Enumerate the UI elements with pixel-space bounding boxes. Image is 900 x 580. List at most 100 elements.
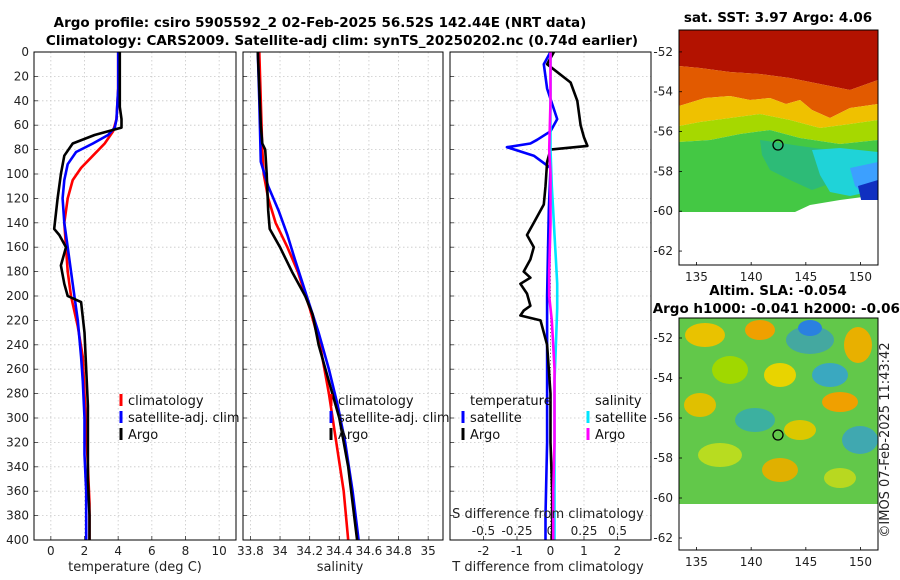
depth-tick-label-80: 80 xyxy=(14,143,29,157)
depth-tick-label-340: 340 xyxy=(6,460,29,474)
map-x-tick-label-140: 140 xyxy=(740,555,763,569)
legend-title-salinity: salinity xyxy=(595,394,642,409)
imos-watermark: ©IMOS 07-Feb-2025 11:43:42 xyxy=(878,342,893,537)
x-tick-label-0: 0 xyxy=(547,544,555,558)
salinity-xlabel: salinity xyxy=(317,560,364,575)
map-y-tick-label--60: -60 xyxy=(653,204,673,218)
difference-top-label: S difference from climatology xyxy=(452,507,644,522)
depth-tick-label-360: 360 xyxy=(6,484,29,498)
salinity-legend: climatology satellite-adj. clim Argo xyxy=(329,394,450,443)
temperature-xlabel: temperature (deg C) xyxy=(68,560,202,575)
depth-tick-label-180: 180 xyxy=(6,265,29,279)
sst-map-title: sat. SST: 3.97 Argo: 4.06 xyxy=(684,10,872,26)
series-line-temperature-satellite xyxy=(505,51,559,540)
plot-frame xyxy=(242,51,444,541)
difference-panel: -2 -1 0 1 2 -0.5 -0.25 0 0.25 0.5 xyxy=(449,51,652,558)
top-tick-label--0-5: -0.5 xyxy=(472,524,495,538)
sla-map-axes: 135 140 145 150 -52 -54 -56 -58 -60 -62 xyxy=(653,331,872,569)
sst-map-axes: 135 140 145 150 -52 -54 -56 -58 -60 -62 xyxy=(653,45,872,284)
depth-tick-label-60: 60 xyxy=(14,118,29,132)
x-tick-label-6: 6 xyxy=(148,544,156,558)
depth-tick-label-140: 140 xyxy=(6,216,29,230)
depth-tick-label-400: 400 xyxy=(6,533,29,547)
difference-xlabel: T difference from climatology xyxy=(451,560,644,575)
sla-map-image xyxy=(679,318,878,550)
depth-tick-label-200: 200 xyxy=(6,289,29,303)
top-tick-label-0: 0 xyxy=(547,524,555,538)
series-line-argo xyxy=(52,52,123,540)
legend-label-s-satellite: satellite xyxy=(595,411,647,426)
map-y-tick-label--62: -62 xyxy=(653,531,673,545)
x-tick-label-0: 0 xyxy=(47,544,55,558)
map-x-tick-label-150: 150 xyxy=(849,555,872,569)
map-y-tick-label--52: -52 xyxy=(653,331,673,345)
x-tick-label--1: -1 xyxy=(511,544,523,558)
temperature-panel: 0 2 4 6 8 10020406080100120140160180200220240… xyxy=(6,45,237,558)
x-tick-label-33-8: 33.8 xyxy=(237,544,264,558)
sst-argo-location-marker xyxy=(772,139,784,151)
map-y-tick-label--58: -58 xyxy=(653,164,673,178)
top-tick-label-0-5: 0.5 xyxy=(608,524,627,538)
x-tick-label-34-4: 34.4 xyxy=(326,544,353,558)
depth-tick-label-0: 0 xyxy=(21,45,29,59)
x-tick-label-35: 35 xyxy=(421,544,436,558)
map-x-tick-label-140: 140 xyxy=(740,270,763,284)
map-x-tick-label-135: 135 xyxy=(685,555,708,569)
depth-tick-label-260: 260 xyxy=(6,362,29,376)
map-y-tick-label--54: -54 xyxy=(653,371,673,385)
sla-map-title: Altim. SLA: -0.054 xyxy=(709,283,846,299)
sla-map-frame xyxy=(678,317,879,551)
depth-tick-label-100: 100 xyxy=(6,167,29,181)
depth-tick-label-160: 160 xyxy=(6,240,29,254)
depth-tick-label-40: 40 xyxy=(14,94,29,108)
legend-label-climatology: climatology xyxy=(338,394,414,409)
legend-label-argo: Argo xyxy=(338,428,368,443)
depth-tick-label-380: 380 xyxy=(6,509,29,523)
series-line-salinity-argo xyxy=(547,52,556,540)
legend-title-temperature: temperature xyxy=(470,394,552,409)
depth-tick-label-220: 220 xyxy=(6,313,29,327)
top-tick-label-0-25: 0.25 xyxy=(571,524,598,538)
depth-tick-label-320: 320 xyxy=(6,435,29,449)
figure-title-line2: Climatology: CARS2009. Satellite-adj cli… xyxy=(46,33,638,49)
salinity-panel: 33.8 34 34.2 34.4 34.6 34.8 35 xyxy=(237,51,444,558)
plot-frame xyxy=(33,51,237,541)
map-y-tick-label--52: -52 xyxy=(653,45,673,59)
figure-title-line1: Argo profile: csiro 5905592_2 02-Feb-202… xyxy=(54,15,587,31)
difference-legend: temperature satellite Argo salinity sate… xyxy=(461,394,647,443)
x-tick-label-8: 8 xyxy=(182,544,190,558)
x-tick-label-34: 34 xyxy=(272,544,287,558)
map-x-tick-label-145: 145 xyxy=(794,555,817,569)
depth-tick-label-20: 20 xyxy=(14,69,29,83)
series-line-climatology xyxy=(258,51,350,541)
series-line-satellite-adj-clim xyxy=(256,51,360,541)
legend-label-s-argo: Argo xyxy=(595,428,625,443)
legend-label-satellite: satellite-adj. clim xyxy=(128,411,240,426)
legend-label-t-satellite: satellite xyxy=(470,411,522,426)
map-y-tick-label--56: -56 xyxy=(653,411,673,425)
map-y-tick-label--62: -62 xyxy=(653,244,673,258)
sst-map-frame xyxy=(678,29,879,266)
map-y-tick-label--60: -60 xyxy=(653,491,673,505)
x-tick-label-4: 4 xyxy=(114,544,122,558)
plot-frame xyxy=(449,51,652,541)
depth-tick-label-240: 240 xyxy=(6,338,29,352)
x-tick-label-34-6: 34.6 xyxy=(356,544,383,558)
legend-label-t-argo: Argo xyxy=(470,428,500,443)
depth-tick-label-120: 120 xyxy=(6,191,29,205)
x-tick-label-10: 10 xyxy=(212,544,227,558)
map-x-tick-label-135: 135 xyxy=(685,270,708,284)
top-tick-label--0-25: -0.25 xyxy=(501,524,532,538)
legend-label-argo: Argo xyxy=(128,428,158,443)
temperature-legend: climatology satellite-adj. clim Argo xyxy=(119,394,240,443)
x-tick-label-2: 2 xyxy=(81,544,89,558)
map-x-tick-label-150: 150 xyxy=(849,270,872,284)
sst-map-image xyxy=(679,30,878,265)
x-tick-label-1: 1 xyxy=(580,544,588,558)
sla-argo-location-marker xyxy=(772,429,784,441)
x-tick-label-34-8: 34.8 xyxy=(385,544,412,558)
legend-label-satellite: satellite-adj. clim xyxy=(338,411,450,426)
depth-tick-label-280: 280 xyxy=(6,387,29,401)
map-y-tick-label--58: -58 xyxy=(653,451,673,465)
series-line-argo xyxy=(256,51,359,541)
